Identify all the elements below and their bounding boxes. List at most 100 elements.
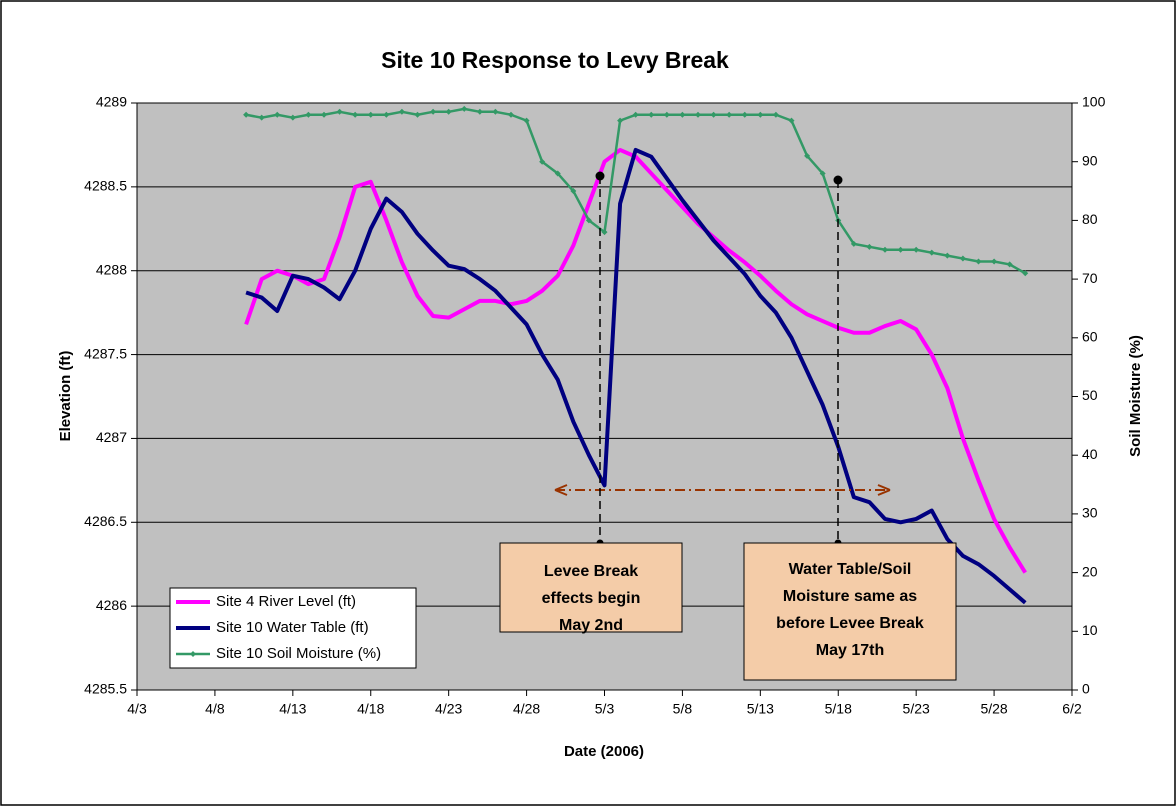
series-marker (321, 111, 327, 118)
series-marker (1006, 261, 1013, 268)
y-tick-label: 4288 (96, 261, 127, 277)
legend-label: Site 10 Water Table (ft) (216, 619, 369, 636)
series-line (245, 147, 1027, 605)
y2-tick-label: 0 (1082, 681, 1090, 697)
y2-tick-label: 10 (1082, 622, 1098, 638)
annotation-text: Water Table/Soil (789, 561, 912, 578)
arrow-heads (554, 484, 891, 496)
series-marker (476, 108, 483, 115)
x-tick-label: 5/13 (747, 701, 774, 717)
series-marker (398, 108, 405, 115)
series-marker (523, 117, 530, 124)
series-marker (850, 240, 857, 247)
series-marker (866, 243, 873, 250)
y-tick-label: 4286 (96, 597, 127, 613)
chart-title: Site 10 Response to Levy Break (381, 47, 729, 73)
x-tick-label: 5/28 (980, 701, 1007, 717)
series-marker (539, 158, 546, 165)
series-marker (367, 111, 374, 118)
series-marker (336, 108, 343, 115)
series-marker (352, 111, 359, 118)
y-tick-label: 4286.5 (84, 513, 127, 529)
annotation-text: May 17th (816, 642, 884, 659)
y2-tick-label: 40 (1082, 446, 1098, 462)
y-axis-title: Elevation (ft) (57, 351, 74, 442)
annotation-dot (833, 175, 843, 185)
annotation-box (743, 542, 957, 681)
series-marker (492, 108, 499, 115)
series-marker (585, 217, 592, 224)
annotation-text: May 2nd (559, 617, 623, 634)
series-marker (383, 111, 390, 118)
annotation-text: effects begin (542, 590, 641, 607)
y2-tick-label: 60 (1082, 329, 1098, 345)
x-tick-label: 5/8 (673, 701, 693, 717)
series-marker (632, 111, 639, 118)
annotations (499, 171, 957, 681)
series-marker (601, 229, 608, 236)
series-marker (695, 111, 701, 118)
y-tick-label: 4287.5 (84, 345, 127, 361)
series-marker (991, 258, 998, 265)
series-marker (258, 114, 265, 121)
series-marker (741, 111, 748, 118)
x-tick-label: 5/18 (825, 701, 852, 717)
annotation-text: before Levee Break (776, 615, 924, 632)
series-marker (772, 111, 779, 118)
series-marker (944, 252, 951, 259)
annotation-text: Levee Break (544, 563, 638, 580)
legend-marker (190, 651, 196, 657)
annotation-box (499, 542, 683, 633)
series-marker (554, 170, 561, 177)
series-marker (663, 111, 670, 118)
series-marker (788, 117, 795, 124)
series-marker (461, 105, 468, 112)
x-tick-label: 4/8 (205, 701, 225, 717)
series-marker (897, 246, 904, 253)
x-tick-label: 6/2 (1062, 701, 1082, 717)
y2-tick-label: 30 (1082, 505, 1098, 521)
series-marker (757, 111, 764, 118)
y-tick-label: 4289 (96, 94, 127, 110)
annotation-text: Moisture same as (783, 588, 917, 605)
series-marker (882, 246, 888, 253)
series-marker (913, 246, 920, 253)
series-marker (804, 152, 811, 159)
series-marker (570, 188, 577, 195)
series-marker (430, 108, 437, 115)
series-marker (975, 258, 982, 265)
y-tick-label: 4285.5 (84, 681, 127, 697)
series-marker (414, 111, 421, 118)
y2-tick-label: 70 (1082, 270, 1098, 286)
annotation-dot (595, 171, 605, 181)
series-marker (289, 114, 296, 121)
x-tick-label: 4/28 (513, 701, 540, 717)
series-marker (274, 111, 281, 118)
x-tick-label: 5/3 (595, 701, 615, 717)
series-marker (819, 170, 826, 177)
series-marker (959, 255, 966, 262)
legend-label: Site 4 River Level (ft) (216, 593, 356, 610)
legend-label: Site 10 Soil Moisture (%) (216, 645, 381, 662)
series-marker (726, 111, 733, 118)
y2-tick-label: 20 (1082, 563, 1098, 579)
y2-tick-label: 80 (1082, 211, 1098, 227)
x-tick-label: 4/23 (435, 701, 462, 717)
series-marker (243, 111, 250, 118)
legend-box (169, 587, 417, 669)
y2-tick-label: 90 (1082, 152, 1098, 168)
x-tick-label: 5/23 (903, 701, 930, 717)
y2-axis-title: Soil Moisture (%) (1127, 335, 1144, 457)
series-marker (710, 111, 717, 118)
series-marker (617, 117, 624, 124)
series-marker (445, 108, 452, 115)
x-tick-label: 4/3 (127, 701, 147, 717)
y2-tick-label: 50 (1082, 387, 1098, 403)
x-tick-label: 4/18 (357, 701, 384, 717)
y2-tick-label: 100 (1082, 94, 1106, 110)
series-marker (1022, 270, 1029, 277)
series-marker (508, 111, 514, 118)
series-marker (679, 111, 686, 118)
series-marker (928, 249, 935, 256)
